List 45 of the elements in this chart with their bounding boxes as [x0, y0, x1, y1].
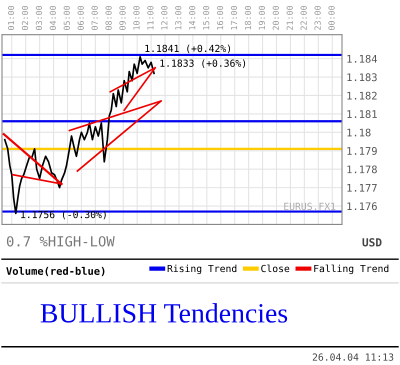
y-tick-label: 1.183 — [347, 73, 377, 82]
y-tick-label: 1.181 — [347, 110, 377, 118]
y-tick-label: 1.184 — [347, 54, 378, 63]
x-tick-label: 12:00 — [161, 6, 168, 30]
x-tick-label: 10:00 — [133, 6, 140, 30]
y-tick-label: 1.179 — [347, 147, 377, 155]
x-tick-label: 13:00 — [175, 6, 182, 30]
annotation: 1.1841 (+0.42%) — [145, 44, 230, 54]
x-tick-label: 04:00 — [50, 6, 56, 30]
legend-label: Falling Trend — [314, 264, 388, 274]
x-tick-label: 09:00 — [119, 6, 126, 30]
x-tick-label: 20:00 — [272, 6, 279, 30]
x-tick-label: 08:00 — [105, 6, 112, 30]
annotation: 1.1756 (-0.30%) — [21, 210, 106, 220]
x-tick-label: 15:00 — [202, 6, 210, 30]
y-tick-label: 1.18 — [347, 128, 371, 136]
x-tick-label: 00:00 — [328, 6, 335, 30]
x-tick-label: 22:00 — [300, 6, 307, 30]
x-tick-label: 02:00 — [22, 6, 28, 30]
text: 26.04.04 11:13 — [312, 353, 394, 361]
y-tick-label: 1.182 — [347, 92, 377, 100]
x-tick-label: 07:00 — [91, 6, 98, 30]
legend-title: Volume(red-blue) — [6, 266, 104, 276]
y-tick-label: 1.177 — [347, 184, 377, 192]
legend-label: Rising Trend — [168, 264, 236, 274]
legend-label: Close — [261, 264, 290, 272]
text: BULLISH Tendencies — [40, 303, 288, 323]
x-tick-label: 16:00 — [216, 6, 224, 30]
annotation: 1.1833 (+0.36%) — [160, 59, 246, 68]
x-tick-label: 05:00 — [64, 6, 70, 30]
x-tick-label: 21:00 — [286, 6, 293, 30]
x-tick-label: 06:00 — [78, 6, 84, 30]
x-tick-label: 14:00 — [189, 6, 196, 30]
x-tick-label: 23:00 — [314, 6, 321, 30]
y-axis-title: USD — [362, 238, 382, 247]
x-tick-label: 19:00 — [258, 6, 266, 30]
y-tick-label: 1.178 — [347, 165, 377, 174]
y-tick-label: 1.176 — [347, 202, 377, 210]
x-tick-label: 18:00 — [244, 6, 252, 30]
x-tick-label: 11:00 — [147, 6, 154, 30]
x-tick-label: 17:00 — [230, 6, 238, 30]
x-tick-label: 03:00 — [36, 6, 42, 30]
annotation: EURUS.FX1 — [284, 202, 336, 210]
text: 0.7 %HIGH-LOW — [6, 236, 115, 247]
x-tick-label: 01:00 — [8, 6, 14, 30]
